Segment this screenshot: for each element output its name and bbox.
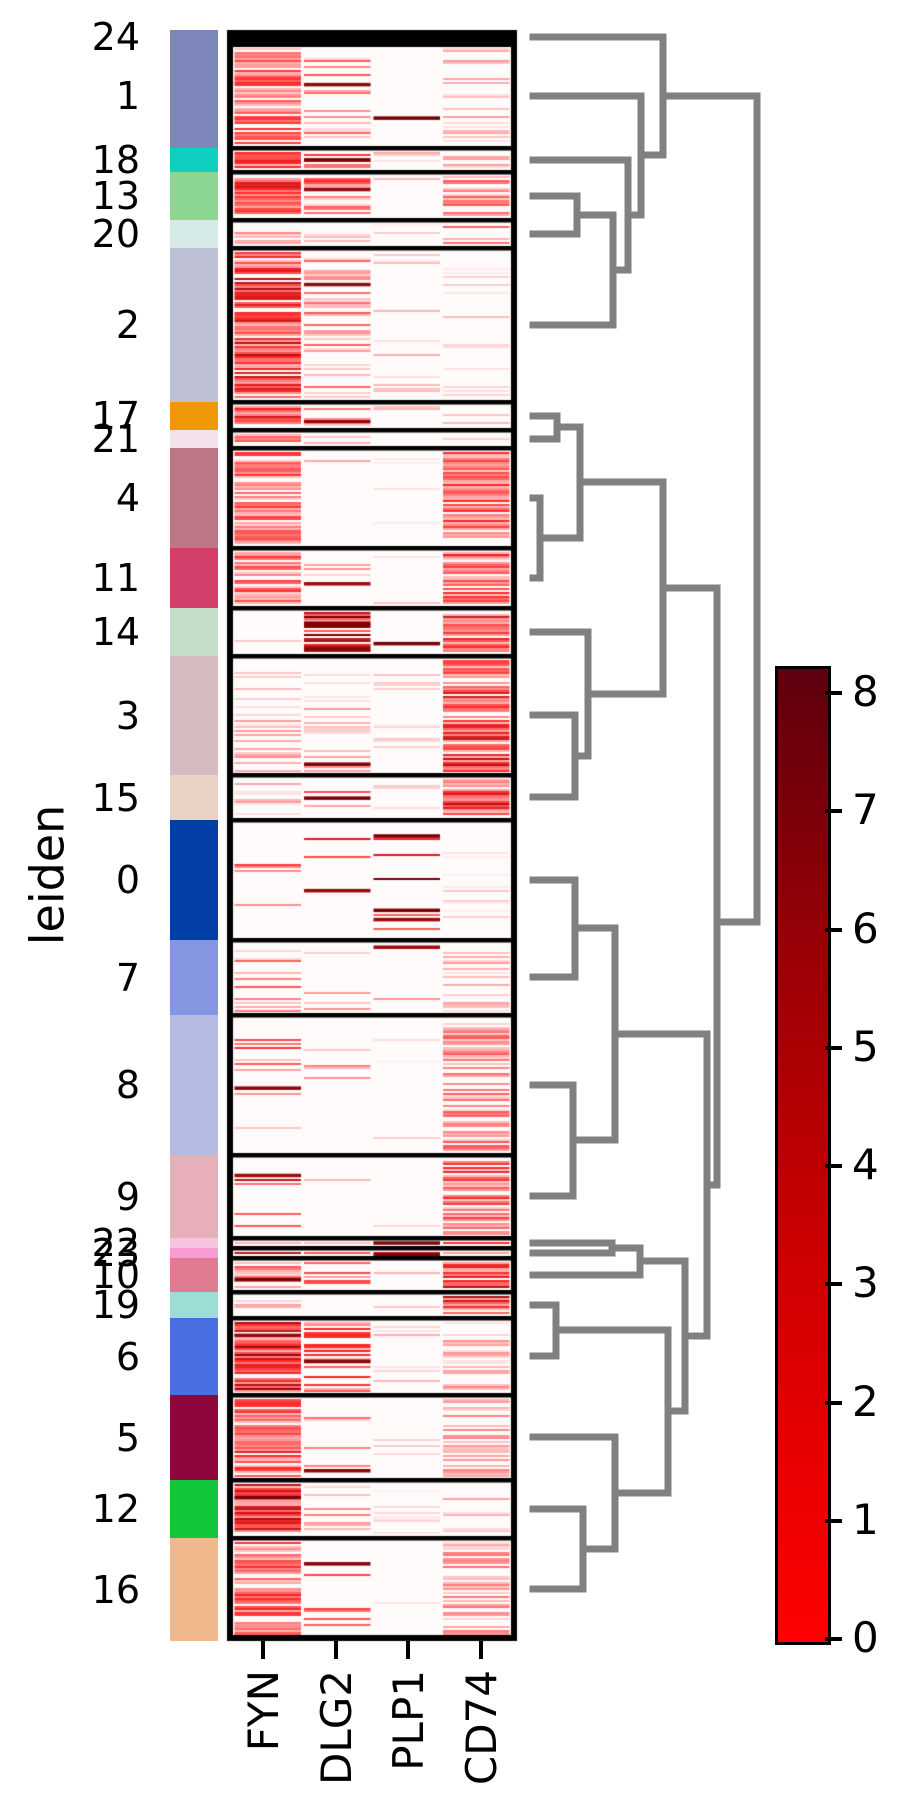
colorbar (775, 666, 831, 1645)
colorbar-tick (825, 1164, 842, 1169)
gene-tick-PLP1 (406, 1641, 410, 1659)
gene-tick-DLG2 (334, 1641, 338, 1659)
colorbar-tick (825, 927, 842, 932)
gene-label-FYN: FYN (239, 1670, 288, 1752)
colorbar-tick (825, 809, 842, 814)
colorbar-tick-label-6: 6 (852, 903, 879, 953)
colorbar-tick (825, 1282, 842, 1287)
colorbar-tick-label-7: 7 (852, 785, 879, 835)
colorbar-tick-label-1: 1 (852, 1494, 879, 1544)
colorbar-tick-label-3: 3 (852, 1258, 879, 1308)
colorbar-tick-label-4: 4 (852, 1140, 879, 1190)
colorbar-tick-label-0: 0 (852, 1613, 879, 1663)
colorbar-tick (825, 1518, 842, 1523)
colorbar-tick (825, 691, 842, 696)
colorbar-tick-label-5: 5 (852, 1022, 879, 1072)
colorbar-tick (825, 1400, 842, 1405)
gene-tick-CD74 (479, 1641, 483, 1659)
colorbar-tick (825, 1637, 842, 1641)
colorbar-tick-label-2: 2 (852, 1376, 879, 1426)
colorbar-tick-label-8: 8 (852, 667, 879, 717)
colorbar-tick (825, 1045, 842, 1050)
gene-label-CD74: CD74 (457, 1670, 506, 1786)
gene-tick-FYN (261, 1641, 265, 1659)
gene-label-PLP1: PLP1 (384, 1670, 433, 1771)
gene-label-DLG2: DLG2 (312, 1670, 361, 1786)
